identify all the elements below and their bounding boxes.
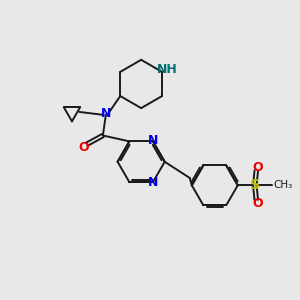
Text: CH₃: CH₃ xyxy=(273,180,292,190)
Text: N: N xyxy=(148,134,159,147)
Text: S: S xyxy=(250,178,260,192)
Text: N: N xyxy=(148,176,159,189)
Text: O: O xyxy=(78,141,89,154)
Text: N: N xyxy=(100,107,111,120)
Text: NH: NH xyxy=(157,63,178,76)
Text: O: O xyxy=(253,197,263,210)
Text: O: O xyxy=(253,160,263,174)
